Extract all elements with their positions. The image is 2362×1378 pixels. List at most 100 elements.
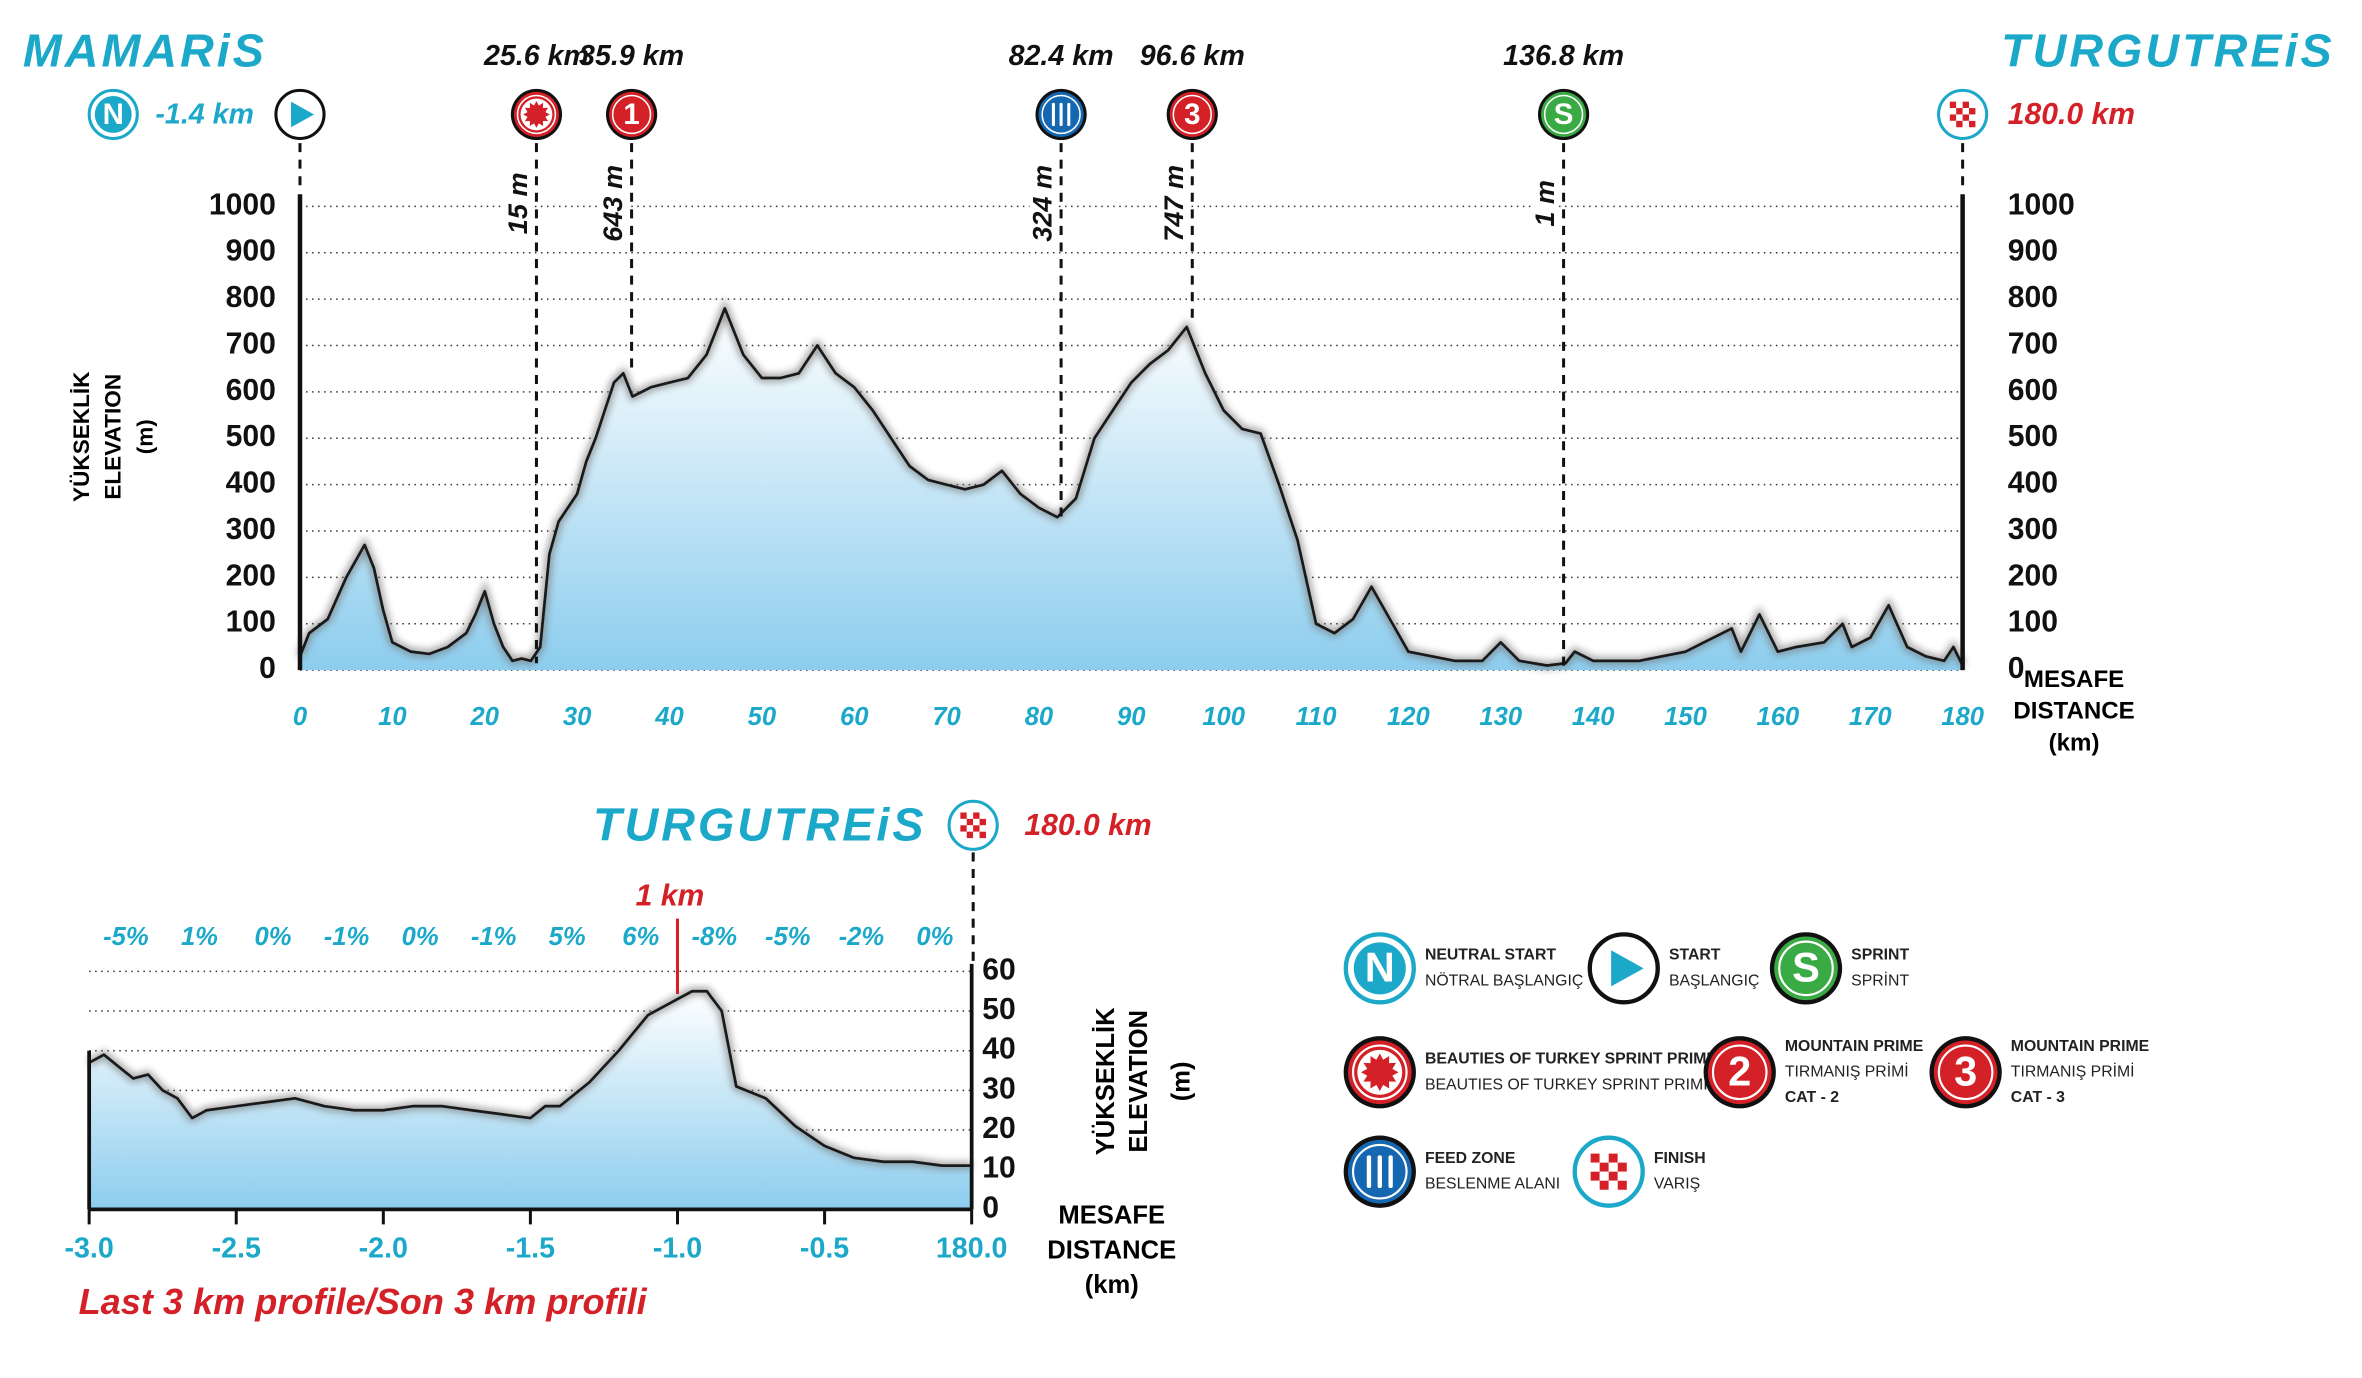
y-tick-label: 800 bbox=[226, 281, 276, 314]
elevation-label-bg bbox=[599, 155, 628, 252]
x-tick-label: 80 bbox=[1025, 703, 1053, 731]
marker-distance: 136.8 km bbox=[1503, 40, 1624, 72]
icon-cutlery bbox=[1059, 102, 1063, 126]
y-axis-label: YÜKSEKLİK bbox=[1091, 1007, 1120, 1155]
y-axis-label: (m) bbox=[132, 419, 157, 454]
icon-checker bbox=[1599, 1180, 1609, 1190]
x-tick-label: 70 bbox=[932, 703, 960, 731]
y-tick-label-right: 800 bbox=[2008, 281, 2058, 314]
icon-checker bbox=[979, 825, 986, 832]
icon-checker bbox=[966, 825, 974, 832]
icon-checker bbox=[1956, 120, 1963, 128]
elevation-line bbox=[298, 307, 1964, 667]
marker-distance: 35.9 km bbox=[579, 40, 684, 72]
y-tick-label: 200 bbox=[226, 559, 276, 592]
icon-checker bbox=[1599, 1162, 1609, 1172]
icon-checker bbox=[1969, 101, 1976, 109]
icon-checker bbox=[1956, 108, 1963, 115]
icon-checker bbox=[1599, 1171, 1609, 1181]
y-tick-label-right: 900 bbox=[2008, 235, 2058, 268]
area-fill bbox=[89, 991, 972, 1210]
icon-arrow bbox=[291, 101, 315, 128]
x-axis-label: (km) bbox=[1085, 1271, 1139, 1299]
icon-symbol: S bbox=[1554, 98, 1574, 131]
x-tick-label: 130 bbox=[1479, 703, 1522, 731]
marker-elevation: 747 m bbox=[1158, 165, 1189, 242]
km-marker-label: 1 km bbox=[636, 880, 705, 913]
x-tick-label: -1.0 bbox=[653, 1233, 702, 1265]
icon-checker bbox=[960, 812, 967, 819]
icon-checker bbox=[1617, 1171, 1627, 1181]
legend-text: BEAUTIES OF TURKEY SPRINT PRIMI bbox=[1425, 1076, 1708, 1093]
legend-text: SPRİNT bbox=[1851, 970, 1909, 989]
gradient-label: 0% bbox=[402, 923, 439, 951]
icon-ring bbox=[1711, 1044, 1768, 1101]
legend-text: VARIŞ bbox=[1654, 1176, 1700, 1193]
icon-finish bbox=[1572, 1135, 1645, 1208]
icon-ring bbox=[1351, 1044, 1408, 1101]
y-axis-label: YÜKSEKLİK bbox=[69, 371, 94, 502]
icon-cutlery bbox=[1366, 1155, 1372, 1188]
y-tick-label: 50 bbox=[982, 993, 1016, 1026]
x-tick-label: 150 bbox=[1664, 703, 1707, 731]
icon-checker bbox=[973, 812, 980, 819]
legend-text: TIRMANIŞ PRİMİ bbox=[1785, 1061, 1909, 1080]
y-axis-label: (m) bbox=[1167, 1061, 1195, 1101]
icon-body bbox=[1541, 91, 1587, 137]
icon-checker bbox=[979, 831, 986, 839]
y-axis-label: ELEVATION bbox=[101, 374, 126, 500]
icon-bt bbox=[1343, 1036, 1416, 1109]
x-tick-label: 160 bbox=[1757, 703, 1800, 731]
y-tick-label-right: 0 bbox=[2008, 652, 2025, 685]
y-tick-label-right: 700 bbox=[2008, 327, 2058, 360]
icon-symbol: 1 bbox=[623, 98, 639, 131]
elevation-label-bg bbox=[1160, 155, 1188, 252]
elevation-label-bg bbox=[1531, 155, 1560, 252]
icon-ring bbox=[1041, 94, 1081, 135]
y-tick-label-right: 400 bbox=[2008, 467, 2058, 500]
y-tick-label: 400 bbox=[226, 467, 276, 500]
marker-elevation: 1 m bbox=[1529, 180, 1560, 227]
x-tick-label: 120 bbox=[1387, 703, 1430, 731]
icon-checker bbox=[1962, 114, 1970, 121]
y-tick-label: 10 bbox=[982, 1152, 1016, 1185]
icon-body bbox=[1774, 936, 1838, 1001]
icon-symbol: 2 bbox=[1728, 1047, 1751, 1094]
y-tick-label: 20 bbox=[982, 1112, 1016, 1145]
gradient-label: -8% bbox=[692, 923, 738, 951]
y-tick-label: 0 bbox=[259, 652, 276, 685]
icon-symbol: 3 bbox=[1954, 1047, 1977, 1094]
icon-checker bbox=[1962, 120, 1970, 128]
icon-body bbox=[1707, 1040, 1772, 1105]
neutral-start-label: -1.4 km bbox=[155, 99, 254, 131]
icon-symbol: N bbox=[1365, 944, 1395, 991]
marker-elevation: 643 m bbox=[597, 165, 628, 242]
icon-checker bbox=[966, 818, 974, 826]
y-tick-label: 700 bbox=[226, 327, 276, 360]
marker-elevation: 15 m bbox=[502, 172, 533, 234]
icon-symbol: S bbox=[1792, 944, 1820, 991]
legend-text: NÖTRAL BAŞLANGIÇ bbox=[1425, 971, 1583, 989]
icon-ring bbox=[516, 94, 557, 135]
icon-body bbox=[1169, 91, 1215, 137]
legend-text: FEED ZONE bbox=[1425, 1150, 1515, 1167]
x-axis-label: DISTANCE bbox=[2013, 698, 2134, 725]
icon-checker bbox=[1590, 1180, 1600, 1190]
icon-checker bbox=[1608, 1162, 1618, 1172]
legend-text: TIRMANIŞ PRİMİ bbox=[2011, 1061, 2135, 1080]
y-tick-label-right: 1000 bbox=[2008, 188, 2075, 221]
icon-symbol: 3 bbox=[1184, 98, 1200, 131]
y-tick-label-right: 500 bbox=[2008, 420, 2058, 453]
y-tick-label-right: 100 bbox=[2008, 606, 2058, 639]
gradient-label: -1% bbox=[324, 923, 370, 951]
icon-checker bbox=[1969, 114, 1976, 121]
x-tick-label: -2.5 bbox=[212, 1233, 261, 1265]
elevation-label-bg bbox=[504, 155, 532, 252]
icon-checker bbox=[1617, 1180, 1627, 1190]
legend-text: MOUNTAIN PRIME bbox=[1785, 1038, 1923, 1055]
y-tick-label-right: 600 bbox=[2008, 374, 2058, 407]
icon-checker bbox=[979, 812, 986, 819]
icon-checker bbox=[1608, 1180, 1618, 1190]
icon-ring bbox=[1351, 1143, 1408, 1200]
